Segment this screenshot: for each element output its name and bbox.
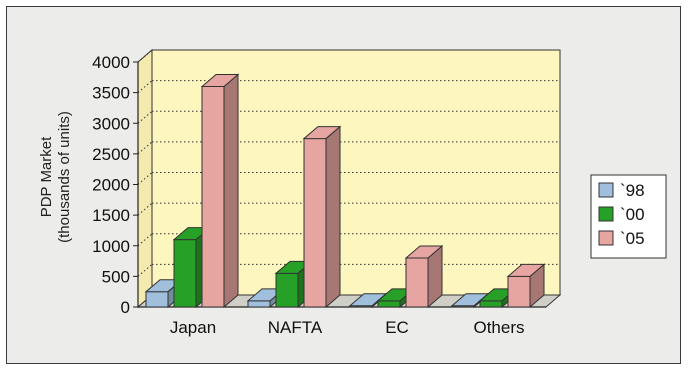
bar-front-face [405,257,429,308]
bar [302,125,342,309]
x-tick-label: EC [385,318,409,337]
bar-side-face [325,125,341,309]
gridline-side [137,110,153,124]
y-tick-label: 2500 [92,145,130,164]
bar-front-face [145,291,169,308]
y-tick-labels: 4000 3500 3000 2500 2000 1500 1000 500 0 [92,53,130,317]
gridline-side [137,172,153,185]
bar-front-face [201,86,225,308]
legend-label: `00 [620,205,645,224]
bar-front-face [507,275,531,308]
bar-top-face [404,245,444,259]
y-tick-label: 4000 [92,53,130,72]
bar-side-face [223,73,239,309]
x-tick-labels: Japan NAFTA EC Others [170,318,525,337]
y-tick-label: 1500 [92,206,130,225]
x-tick-label: Others [473,318,524,337]
y-tick-label: 3500 [92,84,130,103]
legend-swatch [598,182,614,198]
gridline-side [137,49,153,63]
y-axis-label-line2: (thousands of units) [56,111,73,243]
bar-front-face [173,239,197,308]
bar-front-face [247,300,271,308]
y-tick-label: 500 [102,267,130,286]
bar [404,244,444,309]
legend: `98 `00 `05 [590,174,667,259]
gridline-side [137,263,153,277]
x-tick-label: NAFTA [268,318,323,337]
bar [200,73,240,309]
gridline-side [137,141,153,155]
bar-front-face [479,300,503,308]
legend-label: `98 [620,181,645,200]
y-tick-label: 2000 [92,176,130,195]
y-tick-label: 3000 [92,114,130,133]
x-tick-label: Japan [170,318,216,337]
bar-top-face [302,126,342,140]
bars [144,73,546,309]
bar-top-face [200,74,240,87]
y-tick-label: 1000 [92,237,130,256]
gridline-side [137,233,153,247]
bar [506,263,546,309]
bar-top-face [506,263,546,277]
legend-swatch [598,206,614,222]
bar-front-face [377,300,401,308]
legend-swatch [598,230,614,246]
y-axis-label-line1: PDP Market [38,136,55,217]
gridline-side [137,202,153,216]
bar-front-face [275,272,299,308]
legend-label: `05 [620,229,645,248]
gridline-side [137,80,153,94]
bar-front-face [303,138,327,308]
y-tick-label: 0 [121,298,130,317]
